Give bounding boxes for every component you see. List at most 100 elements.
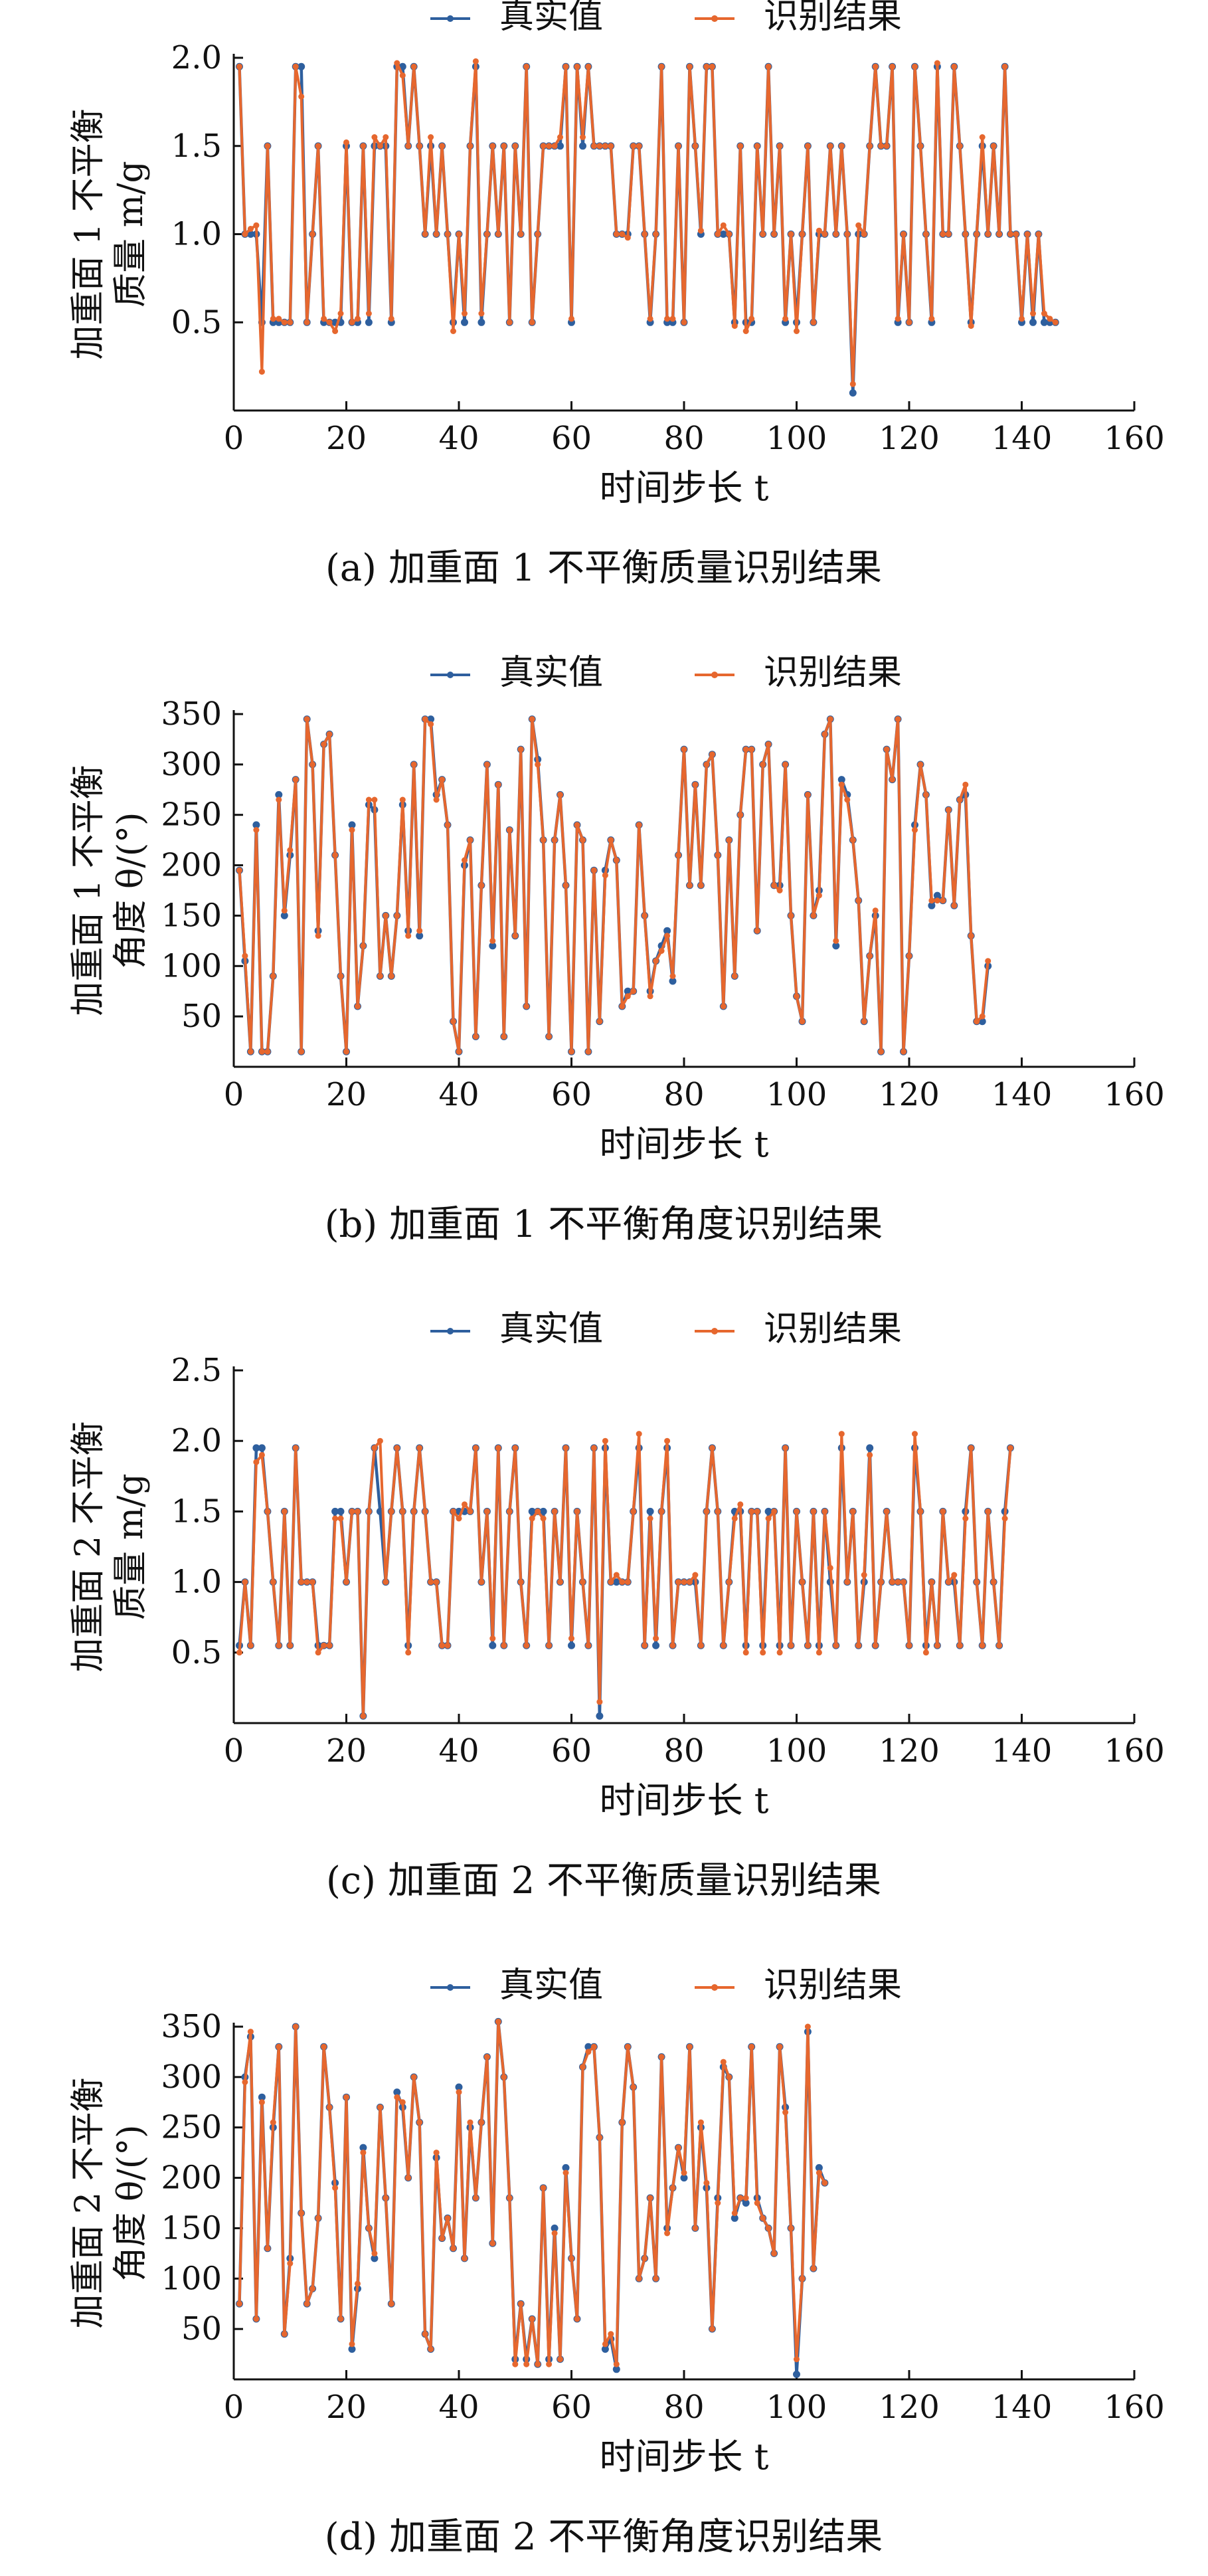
data-point [726, 231, 733, 237]
legend-pred-marker [711, 15, 718, 22]
data-point [422, 2331, 428, 2338]
x-tick-label: 40 [438, 2389, 479, 2426]
data-point [529, 2316, 535, 2322]
data-point [630, 143, 637, 149]
data-point [287, 2260, 294, 2266]
data-point [287, 1642, 294, 1649]
data-point [444, 231, 451, 237]
data-point [337, 973, 344, 979]
data-point [838, 781, 845, 788]
y-tick-label: 50 [181, 998, 222, 1035]
data-point [901, 1048, 906, 1055]
legend-true-label: 真实值 [499, 653, 603, 693]
data-point [309, 761, 316, 768]
data-point [719, 230, 727, 238]
data-point [270, 973, 276, 979]
data-point [264, 1508, 271, 1515]
data-point [535, 761, 541, 768]
data-point [951, 63, 958, 70]
data-point [720, 1642, 727, 1649]
data-point [501, 2074, 507, 2080]
x-tick-label: 80 [663, 420, 704, 457]
data-point [945, 806, 952, 813]
data-point [889, 777, 896, 783]
data-point [433, 796, 440, 803]
data-point [765, 741, 772, 747]
series-line [238, 717, 990, 1054]
x-tick-label: 20 [326, 420, 367, 457]
x-tick-label: 120 [879, 1732, 940, 1770]
data-point [883, 1508, 890, 1515]
data-point [365, 318, 373, 326]
data-point [692, 1572, 699, 1578]
data-point [697, 2119, 704, 2126]
x-tick-label: 80 [663, 1076, 704, 1113]
series-line [238, 1432, 1012, 1718]
data-point [523, 2361, 530, 2367]
data-point [321, 316, 327, 322]
data-point [337, 310, 344, 317]
data-point [912, 63, 918, 70]
data-point [837, 776, 845, 784]
data-point [720, 1003, 727, 1010]
data-point [399, 2099, 406, 2106]
data-point [383, 2195, 389, 2201]
x-axis-label: 时间步长 t [600, 467, 769, 509]
legend: 真实值 识别结果 [430, 0, 902, 37]
data-point [472, 2195, 479, 2201]
data-point [523, 1642, 530, 1649]
chart-caption: (a) 加重面 1 不平衡质量识别结果 [325, 547, 882, 590]
data-point [658, 63, 665, 70]
data-point [788, 231, 794, 237]
chart-panel-c: 真实值 识别结果 0 20 40 60 80 100 120 140 160 0.5 1.0 1.5 2.0… [68, 1309, 1165, 1902]
data-point [726, 837, 733, 844]
data-point [462, 857, 468, 864]
data-point [642, 2255, 648, 2262]
data-point [990, 143, 997, 149]
data-point [1001, 1515, 1008, 1522]
data-point [462, 310, 468, 317]
data-point [776, 2043, 783, 2050]
data-point [405, 1649, 412, 1656]
y-tick-label: 100 [161, 2260, 222, 2297]
data-point [754, 1508, 760, 1515]
data-point [281, 907, 288, 914]
data-point [917, 761, 924, 768]
data-point [928, 1579, 935, 1586]
data-point [601, 2346, 609, 2353]
data-point [343, 1579, 349, 1586]
data-point [303, 1579, 310, 1586]
data-point [883, 143, 890, 149]
data-point [821, 1508, 828, 1515]
data-point [794, 328, 800, 334]
data-point [928, 897, 935, 904]
data-point [647, 993, 653, 1000]
data-point [270, 1579, 276, 1586]
data-point [252, 821, 260, 829]
data-point [663, 927, 671, 935]
x-tick-label: 100 [766, 1076, 827, 1113]
data-point [326, 1642, 333, 1649]
data-point [709, 63, 715, 70]
data-point [765, 63, 772, 70]
data-point [799, 2275, 806, 2282]
legend-true-marker [447, 672, 454, 678]
data-point [608, 837, 614, 844]
data-point [528, 1507, 536, 1515]
data-point [495, 231, 501, 237]
data-point [450, 2245, 456, 2252]
data-point [258, 1451, 265, 1458]
data-point [669, 2185, 676, 2191]
data-point [258, 2093, 266, 2101]
data-point [355, 2280, 361, 2287]
data-point [945, 1579, 952, 1586]
data-point [377, 143, 383, 149]
series-pred [236, 1431, 1013, 1719]
data-point [298, 93, 305, 100]
data-point [315, 933, 321, 939]
data-point [692, 781, 699, 788]
data-point [681, 319, 687, 325]
y-axis-label: 加重面 1 不平衡角度 θ/(°) [68, 765, 151, 1016]
x-tick-label: 0 [224, 420, 244, 457]
data-point [630, 988, 637, 994]
